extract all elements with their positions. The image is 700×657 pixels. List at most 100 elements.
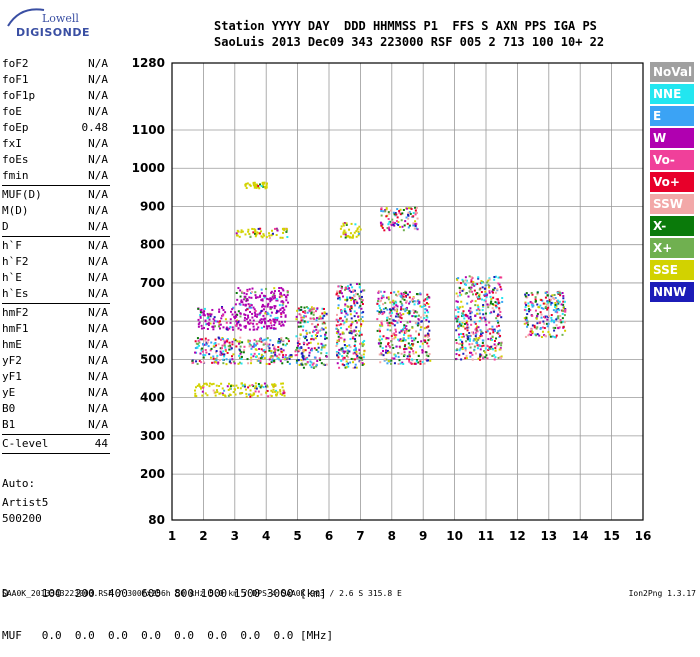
data-point — [214, 325, 217, 328]
data-point — [388, 229, 391, 232]
data-point — [378, 310, 381, 313]
data-point — [485, 331, 488, 334]
data-point — [263, 182, 266, 185]
data-point — [215, 320, 218, 323]
data-point — [498, 341, 501, 344]
data-point — [458, 349, 461, 352]
data-point — [485, 292, 488, 295]
data-point — [524, 302, 527, 305]
data-point — [482, 303, 485, 306]
data-point — [346, 362, 349, 365]
data-point — [279, 392, 282, 395]
data-point — [385, 349, 388, 352]
data-point — [310, 311, 313, 314]
data-point — [301, 354, 304, 357]
data-point — [344, 233, 347, 236]
data-point — [344, 304, 347, 307]
data-point — [216, 320, 219, 323]
data-point — [298, 363, 301, 366]
data-point — [212, 322, 215, 325]
data-point — [218, 321, 221, 324]
data-point — [298, 337, 301, 340]
data-point — [388, 212, 391, 215]
data-point — [358, 297, 361, 300]
data-point — [419, 328, 422, 331]
data-point — [486, 303, 489, 306]
data-point — [363, 363, 366, 366]
data-point — [546, 303, 549, 306]
data-point — [459, 294, 462, 297]
data-point — [550, 298, 553, 301]
data-point — [282, 349, 285, 352]
data-point — [340, 337, 343, 340]
data-point — [530, 291, 533, 294]
data-point — [254, 291, 257, 294]
data-point — [311, 330, 314, 333]
data-point — [262, 318, 265, 321]
data-point — [551, 335, 554, 338]
data-point — [201, 311, 204, 314]
data-point — [403, 348, 406, 351]
data-point — [236, 313, 239, 316]
data-point — [322, 321, 325, 324]
data-point — [466, 320, 469, 323]
data-point — [543, 334, 546, 337]
data-point — [427, 325, 430, 328]
data-point — [454, 308, 457, 311]
data-point — [387, 342, 390, 345]
data-point — [558, 320, 561, 323]
data-point — [239, 289, 242, 292]
data-point — [246, 298, 249, 301]
data-point — [358, 352, 361, 355]
data-point — [346, 345, 349, 348]
data-point — [405, 347, 408, 350]
data-point — [412, 222, 415, 225]
data-point — [244, 295, 247, 298]
data-point — [363, 350, 366, 353]
data-point — [493, 328, 496, 331]
data-point — [285, 358, 288, 361]
data-point — [353, 302, 356, 305]
data-point — [477, 312, 480, 315]
data-point — [412, 309, 415, 312]
data-point — [559, 314, 562, 317]
data-point — [482, 357, 485, 360]
data-point — [543, 327, 546, 330]
data-point — [474, 300, 477, 303]
data-point — [265, 384, 268, 387]
data-point — [249, 311, 252, 314]
data-point — [266, 337, 269, 340]
data-point — [247, 321, 250, 324]
data-point — [263, 185, 266, 188]
data-point — [238, 235, 241, 238]
data-point — [496, 319, 499, 322]
param-value: N/A — [88, 220, 108, 233]
data-point — [477, 326, 480, 329]
data-point — [492, 296, 495, 299]
y-tick-label: 300 — [140, 429, 165, 443]
data-point — [248, 339, 251, 342]
data-point — [254, 296, 257, 299]
legend-item-nne: NNE — [650, 84, 694, 104]
data-point — [243, 349, 246, 352]
data-point — [199, 314, 202, 317]
data-point — [253, 308, 256, 311]
data-point — [399, 213, 402, 216]
data-point — [358, 286, 361, 289]
data-point — [313, 330, 316, 333]
data-point — [470, 311, 473, 314]
data-point — [342, 356, 345, 359]
data-point — [479, 358, 482, 361]
data-point — [312, 313, 315, 316]
data-point — [279, 389, 282, 392]
data-point — [260, 353, 263, 356]
data-point — [355, 350, 358, 353]
data-point — [481, 341, 484, 344]
data-point — [200, 386, 203, 389]
data-point — [194, 347, 197, 350]
data-point — [404, 310, 407, 313]
data-point — [379, 361, 382, 364]
data-point — [542, 302, 545, 305]
data-point — [254, 313, 257, 316]
data-point — [321, 312, 324, 315]
